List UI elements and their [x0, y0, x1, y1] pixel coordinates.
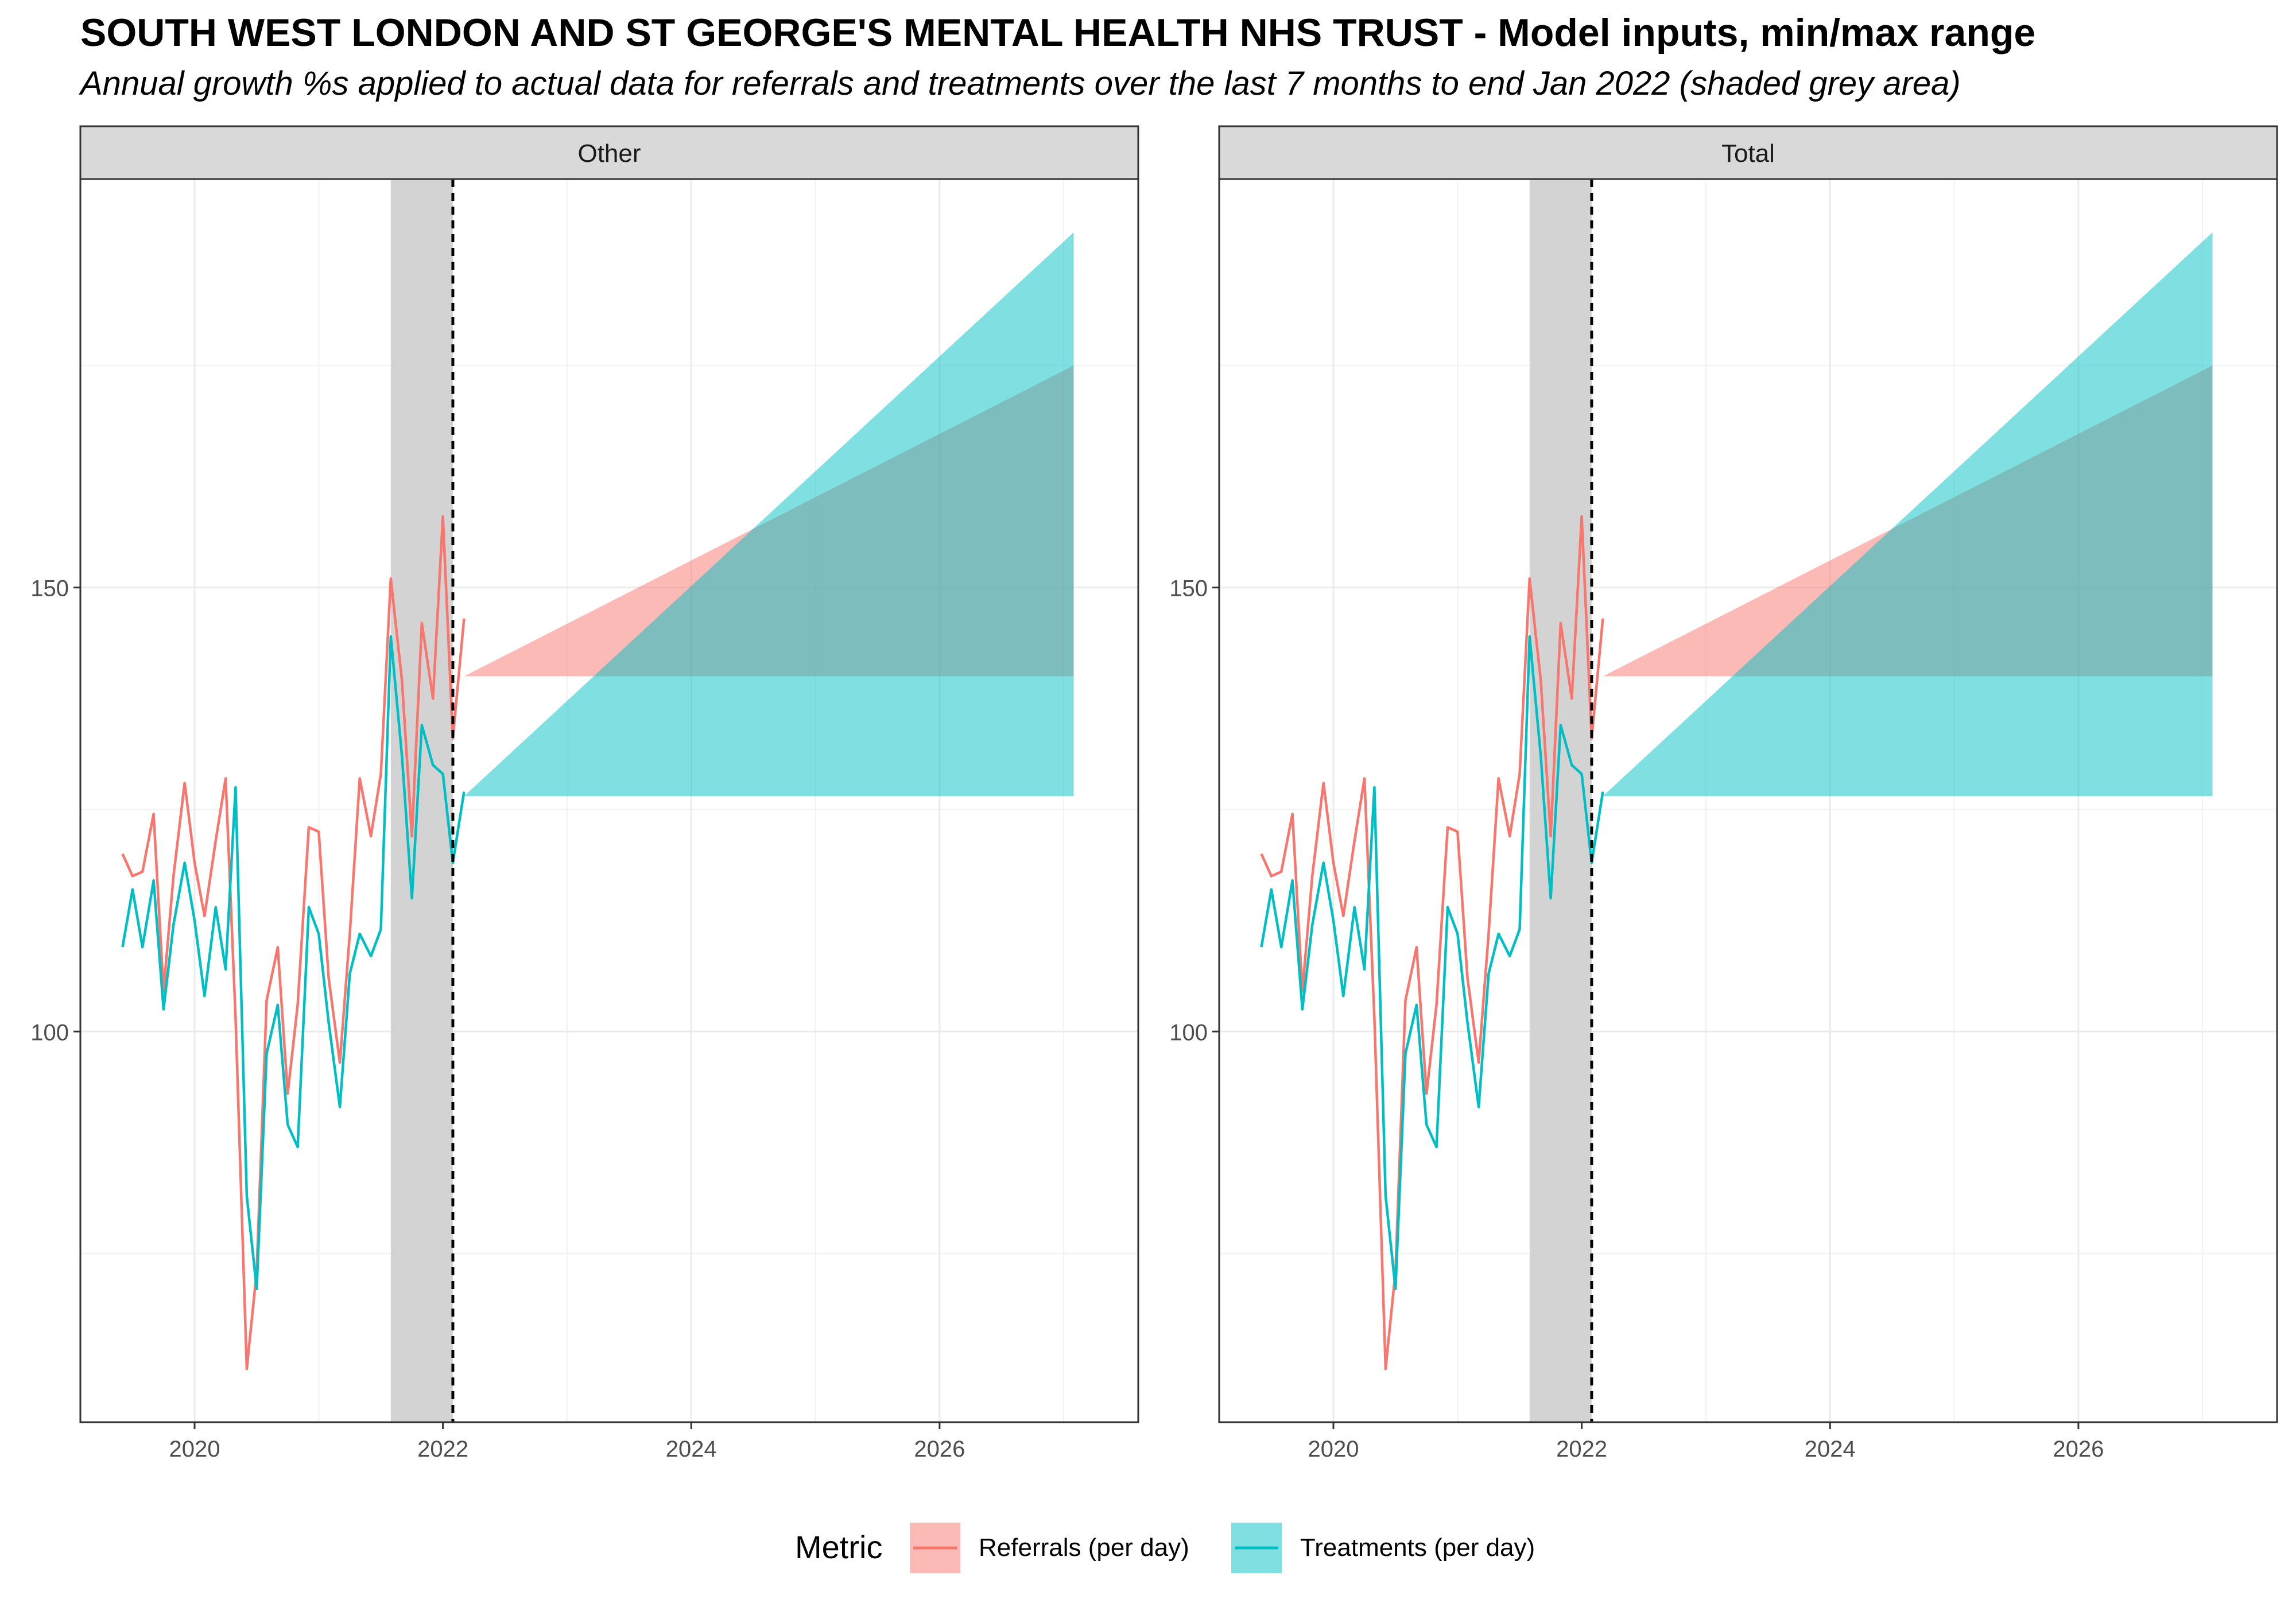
x-tick-label: 2026 — [914, 1437, 965, 1462]
series-line-referrals — [1260, 515, 1604, 1371]
projection-range-treatments — [464, 232, 1074, 797]
panel-border — [79, 178, 1139, 1423]
facet-strip-label: Total — [1721, 139, 1775, 168]
y-tick-label: 150 — [1169, 576, 1208, 601]
projection-range-treatments — [1603, 232, 2213, 797]
facet-strip — [1218, 125, 2278, 180]
shaded-period — [1529, 179, 1592, 1422]
x-tick-label: 2020 — [169, 1437, 220, 1462]
chart-title: SOUTH WEST LONDON AND ST GEORGE'S MENTAL… — [80, 11, 2036, 55]
facet-panel-other: Other 100 150 2020 2022 2024 2026 — [30, 125, 1139, 1462]
y-tick-label: 100 — [30, 1020, 69, 1045]
facet-panel-total: Total 100 150 2020 2022 2024 2026 — [1169, 125, 2278, 1462]
panel-border — [1218, 178, 2278, 1423]
y-tick-label: 150 — [30, 576, 69, 601]
x-tick-label: 2022 — [417, 1437, 468, 1462]
legend-label-referrals: Referrals (per day) — [979, 1534, 1189, 1562]
legend-title: Metric — [795, 1529, 882, 1565]
shaded-period — [390, 179, 453, 1422]
legend: Metric Referrals (per day) Treatments (per… — [795, 1523, 1535, 1573]
series-line-treatments — [1260, 635, 1604, 1291]
x-tick-label: 2020 — [1308, 1437, 1359, 1462]
y-tick-label: 100 — [1169, 1020, 1208, 1045]
chart-subtitle: Annual growth %s applied to actual data … — [80, 65, 1961, 102]
series-line-treatments — [121, 635, 466, 1291]
series-line-referrals — [121, 515, 466, 1371]
facet-strip-label: Other — [577, 139, 641, 168]
x-tick-label: 2026 — [2053, 1437, 2104, 1462]
legend-label-treatments: Treatments (per day) — [1300, 1534, 1535, 1562]
x-tick-label: 2024 — [1805, 1437, 1856, 1462]
x-tick-label: 2022 — [1556, 1437, 1607, 1462]
x-tick-label: 2024 — [666, 1437, 717, 1462]
